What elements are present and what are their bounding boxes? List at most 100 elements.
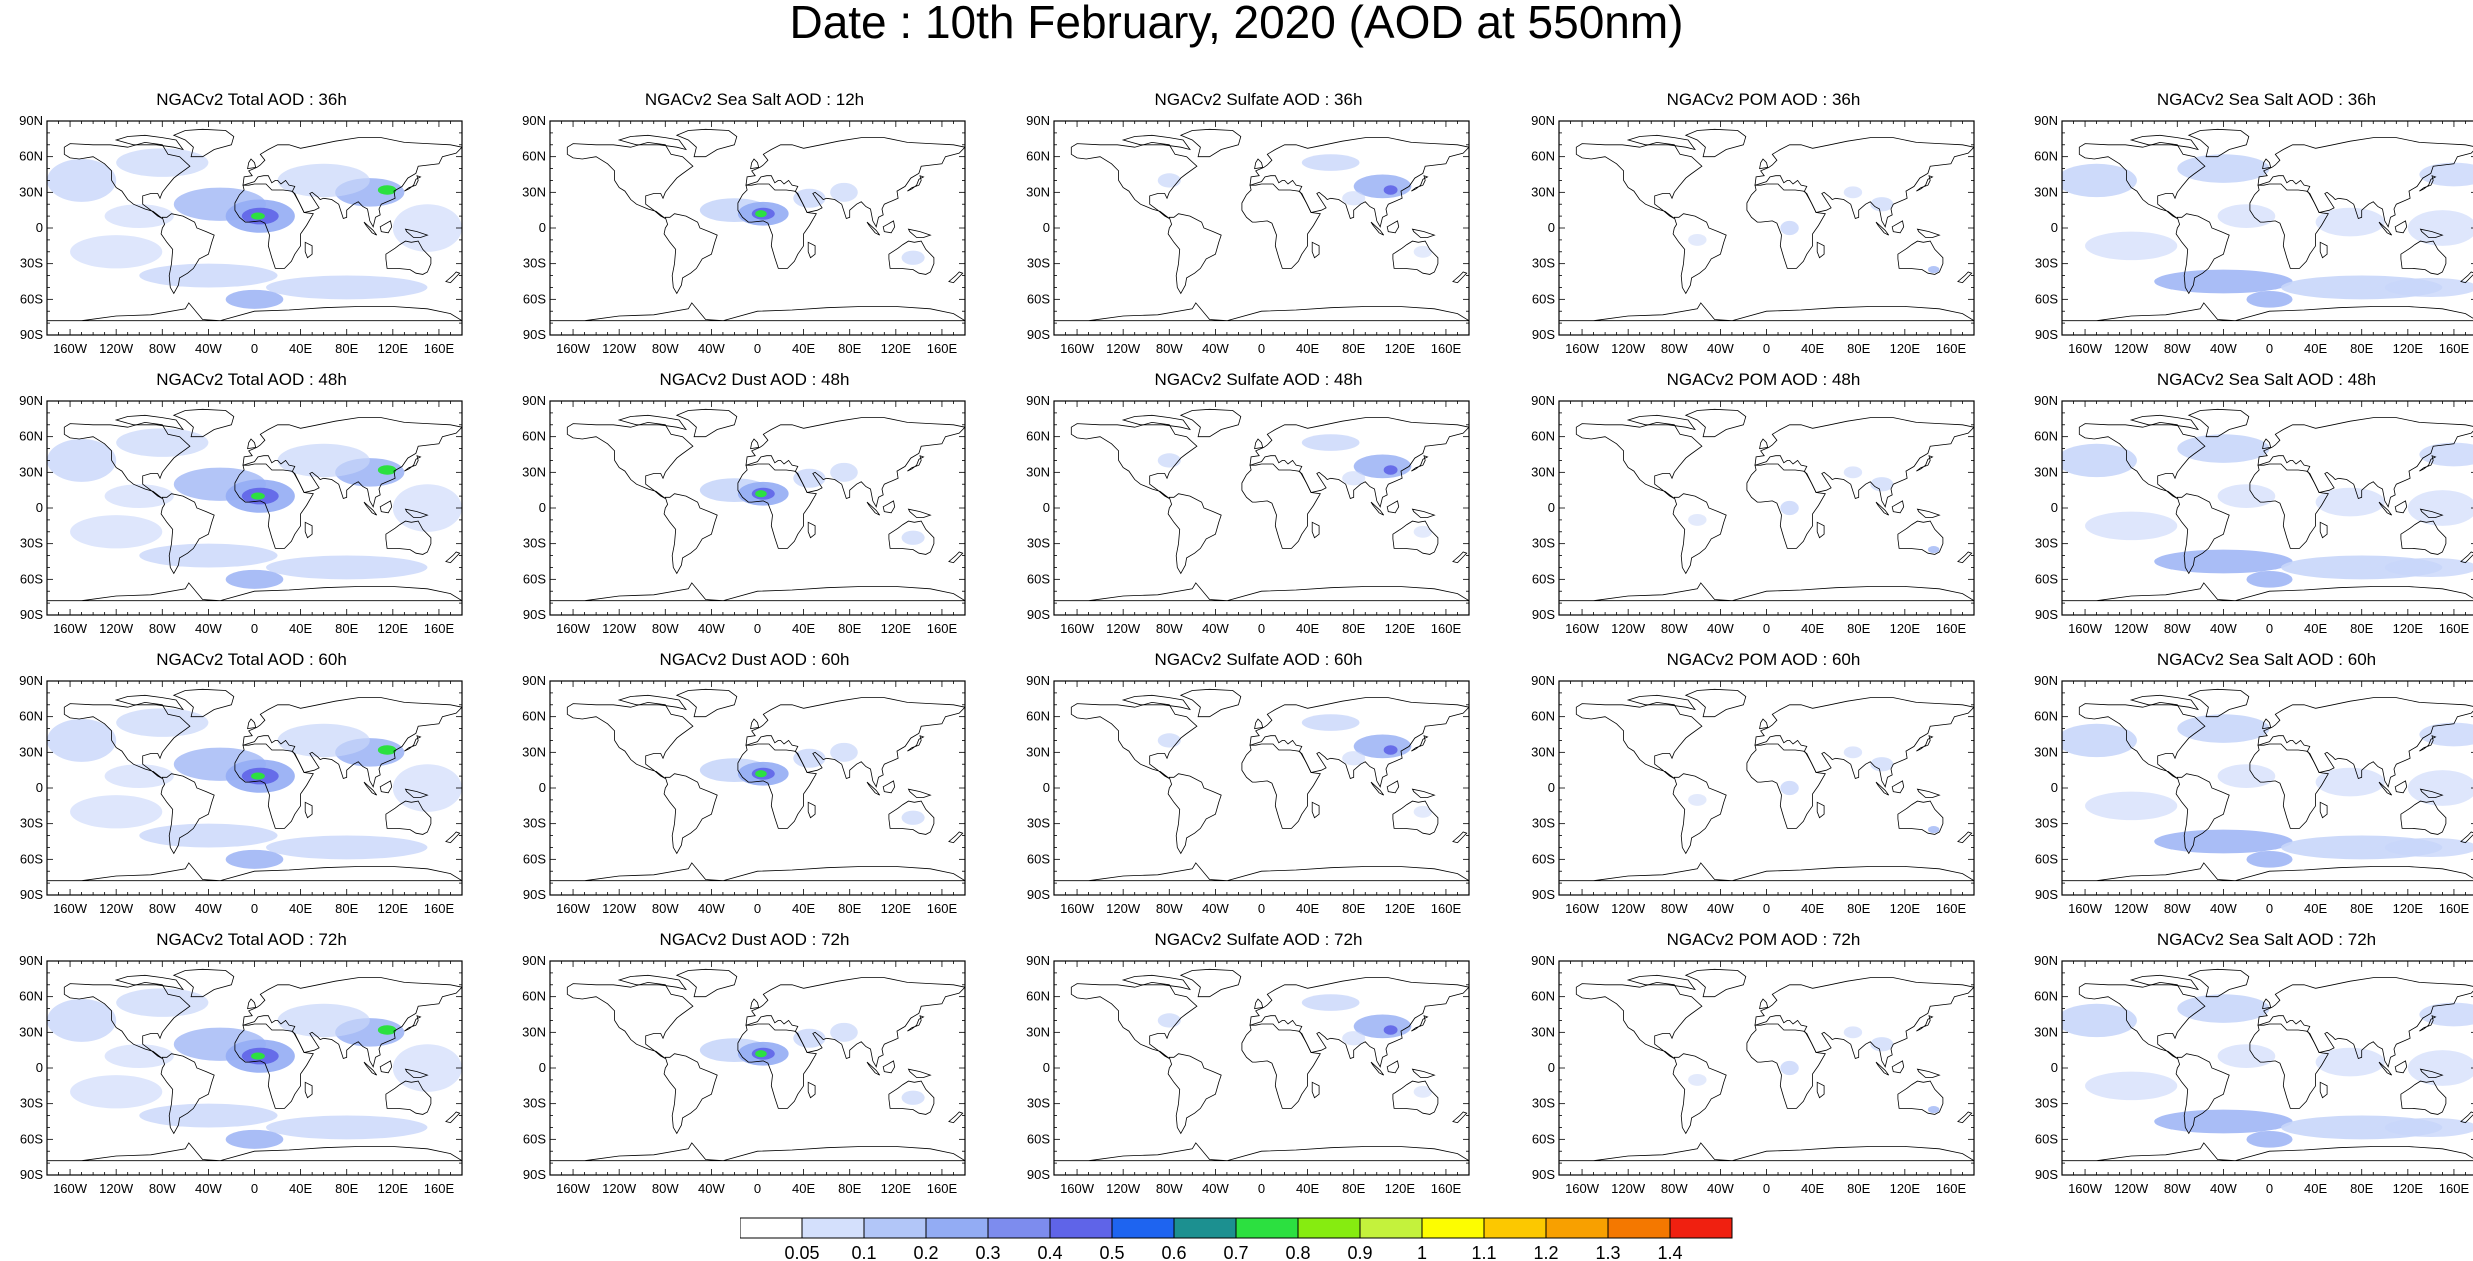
coastline	[1816, 241, 1825, 259]
aod-patch	[377, 465, 397, 475]
coastline	[1559, 862, 1974, 882]
aerosol-field	[699, 462, 925, 545]
coastline	[1070, 421, 1198, 499]
coastline	[745, 417, 965, 508]
coastline	[1311, 801, 1320, 819]
lon-tick-label: 0	[2266, 341, 2273, 356]
lon-tick-label: 80W	[2164, 901, 2191, 916]
coastline	[2257, 697, 2473, 788]
lon-tick-label: 160E	[424, 1181, 455, 1196]
aod-patch	[2062, 723, 2137, 758]
coastline	[1070, 141, 1198, 219]
colorbar-swatch	[925, 1217, 989, 1239]
aod-patch	[1157, 1013, 1181, 1028]
lat-tick-label: 60S	[1027, 291, 1050, 306]
colorbar-label: 0.5	[1099, 1243, 1124, 1261]
lat-tick-label: 90N	[2034, 113, 2058, 128]
coastline	[2419, 788, 2444, 798]
coastline	[1916, 175, 1934, 192]
lat-tick-label: 0	[1548, 500, 1555, 515]
lat-tick-label: 90S	[1027, 887, 1050, 902]
lon-tick-label: 160E	[2439, 621, 2470, 636]
coastlines	[1054, 408, 1469, 602]
coastline	[1254, 998, 1264, 1010]
aod-patch	[755, 770, 767, 778]
lon-tick-label: 120W	[1106, 341, 1141, 356]
coastline	[2129, 694, 2199, 711]
aerosol-field	[699, 182, 925, 265]
figure-title: Date : 10th February, 2020 (AOD at 550nm…	[789, 0, 1684, 48]
map-panel-total: 90N 60N 30N 0 30S 60S 90S 160W 120W 80W 40W 0 40E 80E…	[0, 650, 503, 916]
coastline	[2460, 1111, 2473, 1124]
aod-patch	[2246, 851, 2293, 868]
aod-patch	[1688, 513, 1707, 526]
coastline	[1070, 701, 1198, 779]
coastline	[1411, 508, 1436, 518]
map-panel-dust: 90N 60N 30N 0 30S 60S 90S 160W 120W 80W 40W 0 40E 80E…	[503, 90, 1006, 356]
lon-tick-label: 80W	[1156, 901, 1183, 916]
aerosol-field	[47, 148, 462, 309]
coastline	[445, 1111, 461, 1124]
coastline	[1179, 128, 1242, 158]
lat-tick-label: 30S	[523, 1096, 546, 1111]
lon-tick-label: 40W	[1707, 621, 1734, 636]
coastline	[907, 788, 932, 798]
lon-tick-label: 0	[1258, 621, 1265, 636]
lon-tick-label: 40W	[698, 1181, 725, 1196]
lat-tick-label: 90S	[20, 1167, 43, 1182]
lon-tick-label: 40E	[792, 621, 815, 636]
lon-tick-label: 160E	[424, 621, 455, 636]
map-panel-pom: 90N 60N 30N 0 30S 60S 90S 160W 120W 80W 40W 0 40E 80E…	[1512, 370, 2015, 636]
aod-patch	[1927, 1106, 1940, 1114]
lat-tick-label: 0	[36, 220, 43, 235]
lon-tick-label: 160E	[2439, 341, 2470, 356]
lon-tick-label: 40E	[2304, 341, 2327, 356]
lon-tick-label: 80E	[838, 621, 861, 636]
lon-tick-label: 120W	[602, 341, 637, 356]
coastline	[807, 241, 816, 259]
coastline	[617, 694, 687, 711]
map-frame	[1053, 960, 1470, 1176]
aod-patch	[2407, 770, 2473, 806]
lon-tick-label: 160E	[1431, 341, 1462, 356]
panel-title: NGACv2 Sea Salt AOD : 48h	[2156, 370, 2377, 389]
colorbar-swatch	[1173, 1217, 1237, 1239]
aod-patch	[2062, 443, 2137, 478]
coastline	[1392, 240, 1439, 275]
coastline	[750, 438, 760, 450]
coastline	[247, 438, 257, 450]
lat-tick-label: 0	[1043, 780, 1050, 795]
coastline	[1179, 408, 1242, 438]
lat-tick-label: 90N	[19, 113, 43, 128]
map-panel-dust: 90N 60N 30N 0 30S 60S 90S 160W 120W 80W 40W 0 40E 80E…	[503, 370, 1006, 636]
aod-patch	[2384, 277, 2473, 297]
lon-tick-label: 40E	[792, 901, 815, 916]
coastline	[47, 862, 462, 882]
coastline	[385, 520, 432, 555]
coastline	[247, 158, 257, 170]
lat-tick-label: 30N	[1531, 744, 1555, 759]
coastline	[1816, 801, 1825, 819]
coastline	[750, 158, 760, 170]
coastline	[1452, 271, 1468, 284]
lon-tick-label: 40E	[1296, 1181, 1319, 1196]
aod-patch	[1870, 757, 1894, 772]
map-panel-pom: 90N 60N 30N 0 30S 60S 90S 160W 120W 80W 40W 0 40E 80E…	[1512, 90, 2015, 356]
coastline	[242, 137, 462, 228]
lon-tick-label: 40W	[1707, 341, 1734, 356]
lon-tick-label: 40W	[1202, 1181, 1229, 1196]
coastline	[1897, 1080, 1944, 1115]
coastline	[882, 1060, 896, 1074]
lon-tick-label: 40W	[2210, 621, 2237, 636]
lat-tick-label: 90N	[1531, 113, 1555, 128]
lat-tick-label: 30N	[1026, 464, 1050, 479]
coastlines	[47, 408, 462, 602]
coastlines	[1559, 968, 1974, 1162]
lat-tick-label: 60N	[1531, 149, 1555, 164]
aod-patch	[251, 772, 265, 780]
lon-tick-label: 160E	[1936, 621, 1967, 636]
aerosol-field	[47, 988, 462, 1149]
lat-tick-label: 90S	[1027, 327, 1050, 342]
lon-tick-label: 0	[2266, 1181, 2273, 1196]
map-panel-seasalt: 90N 60N 30N 0 30S 60S 90S 160W 120W 80W 40W 0 40E 80E…	[2015, 90, 2473, 356]
